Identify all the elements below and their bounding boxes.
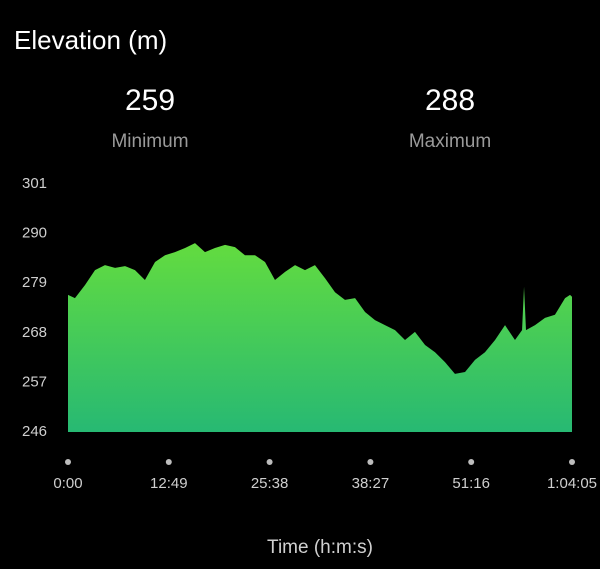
y-tick-label: 257 xyxy=(22,373,47,390)
x-tick-label: 12:49 xyxy=(150,475,188,492)
area xyxy=(68,243,572,432)
x-tick-dot xyxy=(266,459,273,465)
x-tick-label: 38:27 xyxy=(352,475,390,492)
y-tick-label: 268 xyxy=(22,324,47,341)
y-tick-label: 279 xyxy=(22,274,47,291)
x-tick-dot xyxy=(468,459,475,465)
x-axis-title: Time (h:m:s) xyxy=(267,537,373,558)
x-tick-dot xyxy=(367,459,374,465)
stat-label: Minimum xyxy=(111,131,188,152)
stat-value: 259 xyxy=(125,84,175,117)
chart-title: Elevation (m) xyxy=(14,25,167,55)
x-tick-dot xyxy=(65,459,71,465)
x-tick-dot xyxy=(165,459,172,465)
y-tick-label: 290 xyxy=(22,225,47,242)
x-tick-dot xyxy=(569,459,575,465)
y-tick-label: 246 xyxy=(22,423,47,440)
stat-label: Maximum xyxy=(409,131,491,152)
x-tick-label: 0:00 xyxy=(53,475,82,492)
stat-value: 288 xyxy=(425,84,475,117)
x-tick-label: 51:16 xyxy=(452,475,490,492)
x-tick-label: 1:04:05 xyxy=(547,475,597,492)
y-tick-label: 301 xyxy=(22,175,47,192)
x-tick-label: 25:38 xyxy=(251,475,289,492)
